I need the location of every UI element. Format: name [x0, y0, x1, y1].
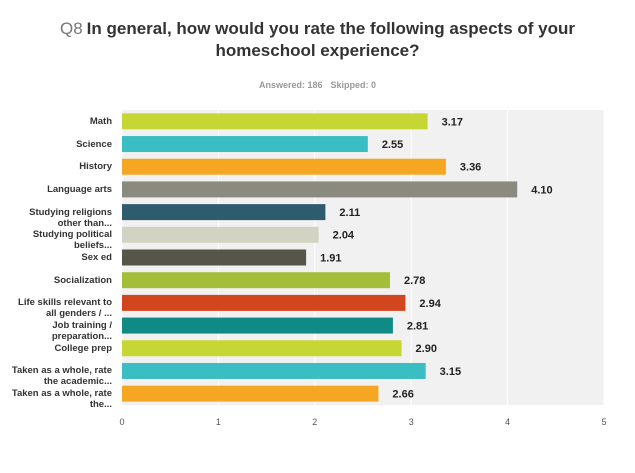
value-label: 2.66: [392, 389, 413, 401]
bar: [122, 385, 379, 402]
bar: [122, 317, 393, 334]
bar: [122, 158, 446, 175]
value-label: 2.90: [416, 343, 437, 355]
value-label: 3.15: [440, 366, 461, 378]
value-label: 2.11: [339, 207, 360, 219]
x-tick-label: 3: [409, 417, 414, 427]
bar: [122, 181, 518, 198]
value-label: 2.55: [382, 139, 403, 151]
bar: [122, 226, 319, 243]
value-label: 2.78: [404, 275, 425, 287]
answered: Answered: 186: [258, 80, 323, 90]
x-tick-label: 4: [505, 417, 510, 427]
category-label: Language arts: [47, 183, 112, 195]
category-label: Studying religions other than...: [29, 206, 112, 229]
category-label: Math: [89, 115, 112, 127]
category-label: College prep: [54, 342, 112, 354]
bar: [122, 113, 428, 130]
category-label: Job training / preparation...: [51, 320, 112, 343]
value-label: 4.10: [531, 184, 552, 196]
category-label: Socialization: [53, 274, 112, 286]
category-label: Life skills relevant to all genders / ..…: [18, 297, 112, 320]
chart-title: Q8 In general, how would you rate the fol…: [10, 18, 625, 62]
value-label: 2.94: [419, 298, 441, 310]
title-text: In general, how would you rate the follo…: [86, 19, 575, 60]
bar: [122, 294, 406, 311]
category-label: History: [79, 161, 112, 173]
bar: [122, 136, 368, 153]
value-label: 2.04: [333, 230, 355, 242]
value-label: 3.17: [442, 116, 463, 128]
category-label: Taken as a whole, rate the...: [11, 388, 112, 411]
category-label: Sex ed: [81, 252, 112, 263]
category-label: Science: [76, 138, 112, 150]
skipped: Skipped: 0: [330, 80, 377, 90]
bar: [122, 272, 390, 289]
response-stats: Answered: 186 Skipped: 0: [0, 80, 635, 90]
x-tick-label: 1: [216, 417, 221, 427]
x-tick-label: 2: [312, 417, 317, 427]
bar: [122, 340, 402, 357]
category-label: Taken as a whole, rate the academic...: [11, 365, 112, 388]
question-number: Q8: [59, 19, 83, 38]
value-label: 2.81: [407, 320, 428, 332]
value-label: 3.36: [460, 162, 481, 174]
category-label: Studying political beliefs...: [32, 229, 112, 252]
bar: [122, 249, 307, 266]
value-label: 1.91: [320, 252, 341, 264]
x-tick-label: 5: [601, 417, 606, 427]
bar: [122, 362, 426, 379]
bar: [122, 204, 326, 221]
x-tick-label: 0: [119, 417, 124, 427]
